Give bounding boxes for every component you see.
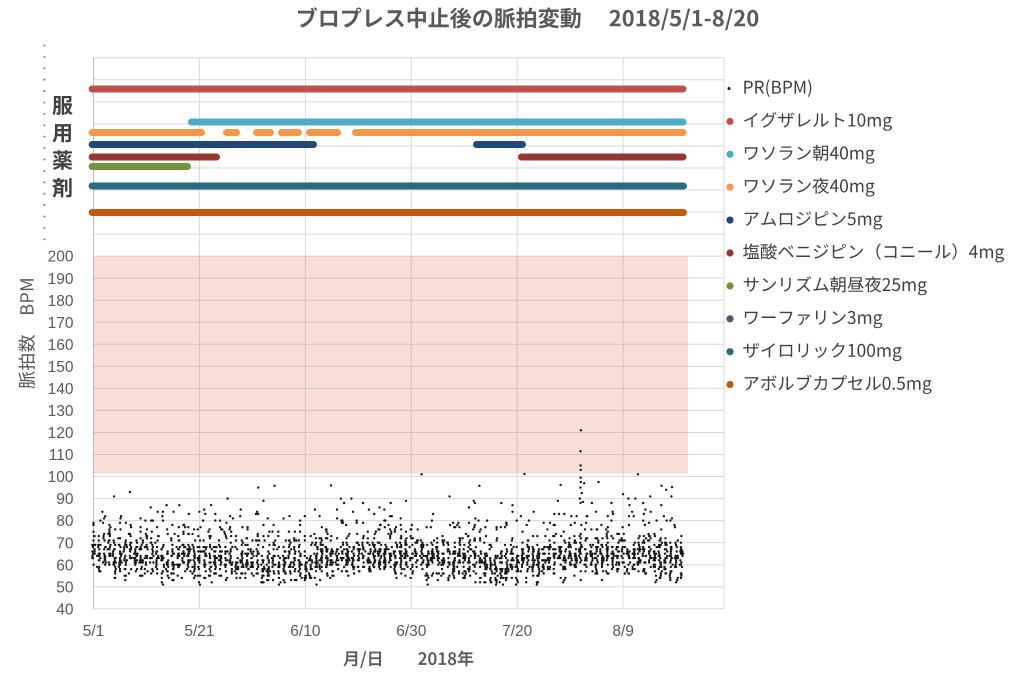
svg-text:150: 150 (48, 359, 74, 376)
svg-text:120: 120 (48, 425, 74, 442)
svg-text:90: 90 (56, 491, 74, 508)
svg-text:80: 80 (56, 513, 74, 530)
svg-text:160: 160 (48, 337, 74, 354)
svg-text:5/1: 5/1 (83, 623, 105, 640)
svg-text:190: 190 (48, 271, 74, 288)
svg-text:110: 110 (49, 447, 74, 464)
svg-text:70: 70 (56, 535, 74, 552)
svg-text:50: 50 (56, 579, 74, 596)
svg-text:6/30: 6/30 (396, 623, 427, 640)
svg-text:8/9: 8/9 (612, 623, 634, 640)
svg-text:140: 140 (48, 381, 74, 398)
svg-text:6/10: 6/10 (290, 623, 321, 640)
svg-text:40: 40 (56, 601, 74, 618)
svg-text:60: 60 (56, 557, 74, 574)
svg-text:180: 180 (48, 293, 74, 310)
svg-text:100: 100 (48, 469, 74, 486)
svg-text:170: 170 (48, 315, 74, 332)
svg-text:130: 130 (48, 403, 74, 420)
svg-text:7/20: 7/20 (502, 623, 533, 640)
svg-text:200: 200 (48, 249, 74, 266)
svg-text:5/21: 5/21 (184, 623, 214, 640)
